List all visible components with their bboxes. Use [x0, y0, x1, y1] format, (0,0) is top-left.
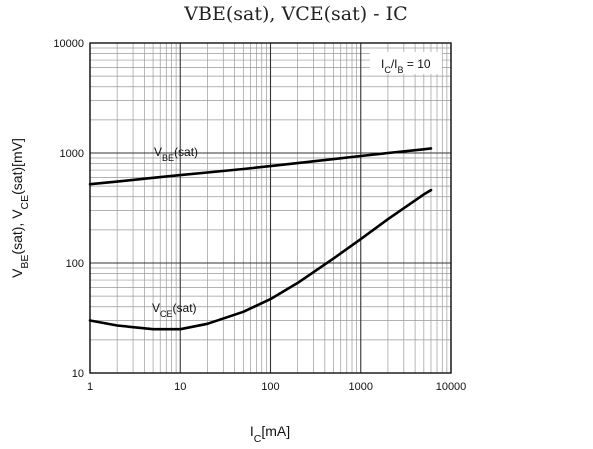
series-line-vce-sat — [88, 188, 433, 331]
y-tick-label: 100 — [66, 258, 84, 270]
chart-title-group: VBE(sat), VCE(sat) - IC — [183, 3, 407, 25]
y-tick-label: 1000 — [60, 148, 84, 160]
series-label-vbe-sat: VBE(sat) — [154, 145, 198, 163]
y-tick-label: 10000 — [53, 38, 84, 50]
plot-frame — [89, 42, 452, 374]
y-axis-label: VBE(sat), VCE(sat)[mV] — [9, 138, 31, 278]
labels: VBE(sat) VCE(sat) IC/IB = 10 IC[mA] VBE(sat)… — [9, 52, 442, 445]
plot-border — [89, 42, 452, 374]
annotation-box — [370, 52, 442, 74]
x-tick-label: 1 — [87, 381, 93, 393]
x-tick-label: 10000 — [436, 381, 467, 393]
x-axis-label: IC[mA] — [250, 423, 290, 445]
series-line-vbe-sat — [88, 147, 433, 186]
x-tick-label: 10 — [174, 381, 186, 393]
x-tick-label: 100 — [261, 381, 279, 393]
grid — [89, 42, 452, 374]
y-tick-label: 10 — [72, 368, 84, 380]
series — [88, 147, 433, 331]
chart-title: VBE(sat), VCE(sat) - IC — [183, 3, 407, 25]
series-label-vce-sat: VCE(sat) — [152, 301, 197, 319]
x-tick-label: 1000 — [349, 381, 373, 393]
annotation-text: IC/IB = 10 — [381, 57, 431, 75]
